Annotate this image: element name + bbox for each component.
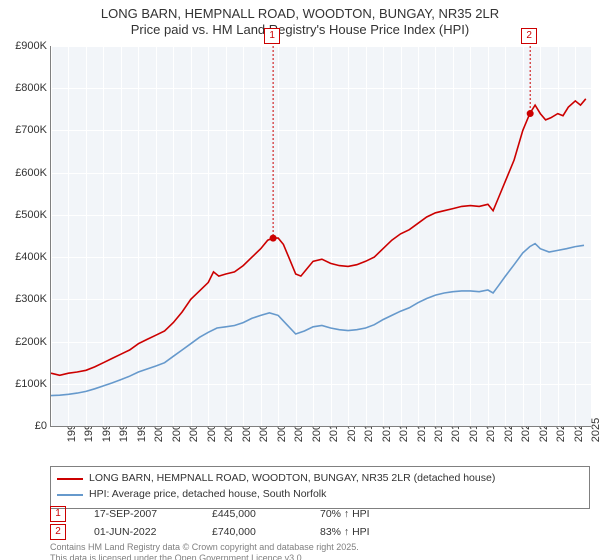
copyright-line-2: This data is licensed under the Open Gov… — [50, 553, 590, 560]
marker-dot-2 — [527, 110, 534, 117]
legend-swatch-2 — [57, 494, 83, 496]
event-row-2: 2 01-JUN-2022 £740,000 83% ↑ HPI — [50, 524, 590, 540]
chart-svg — [51, 46, 591, 426]
y-tick-label: £400K — [3, 251, 47, 263]
chart-container: LONG BARN, HEMPNALL ROAD, WOODTON, BUNGA… — [0, 0, 600, 560]
event-badge-2: 2 — [50, 524, 66, 540]
legend-text-2: HPI: Average price, detached house, Sout… — [89, 487, 326, 503]
y-tick-label: £300K — [3, 293, 47, 305]
y-tick-label: £200K — [3, 336, 47, 348]
event-row-1: 1 17-SEP-2007 £445,000 70% ↑ HPI — [50, 506, 590, 522]
y-tick-label: £900K — [3, 40, 47, 52]
title-line-2: Price paid vs. HM Land Registry's House … — [0, 22, 600, 38]
copyright-block: Contains HM Land Registry data © Crown c… — [50, 542, 590, 560]
series-price_paid — [51, 99, 586, 376]
marker-badge-1: 1 — [264, 28, 280, 44]
y-tick-label: £0 — [3, 420, 47, 432]
event-pct-1: 70% ↑ HPI — [320, 508, 370, 520]
event-pct-2: 83% ↑ HPI — [320, 526, 370, 538]
legend-swatch-1 — [57, 478, 83, 480]
legend-box: LONG BARN, HEMPNALL ROAD, WOODTON, BUNGA… — [50, 466, 590, 509]
chart-plot-area — [50, 46, 591, 427]
y-tick-label: £100K — [3, 378, 47, 390]
legend-text-1: LONG BARN, HEMPNALL ROAD, WOODTON, BUNGA… — [89, 471, 495, 487]
copyright-line-1: Contains HM Land Registry data © Crown c… — [50, 542, 590, 553]
y-tick-label: £800K — [3, 82, 47, 94]
y-tick-label: £700K — [3, 124, 47, 136]
event-badge-1: 1 — [50, 506, 66, 522]
marker-dot-1 — [270, 235, 277, 242]
event-date-1: 17-SEP-2007 — [94, 508, 184, 520]
title-block: LONG BARN, HEMPNALL ROAD, WOODTON, BUNGA… — [0, 6, 600, 39]
series-hpi — [51, 244, 584, 396]
legend-row-1: LONG BARN, HEMPNALL ROAD, WOODTON, BUNGA… — [57, 471, 583, 487]
legend-row-2: HPI: Average price, detached house, Sout… — [57, 487, 583, 503]
event-date-2: 01-JUN-2022 — [94, 526, 184, 538]
y-tick-label: £500K — [3, 209, 47, 221]
event-price-1: £445,000 — [212, 508, 292, 520]
marker-badge-2: 2 — [521, 28, 537, 44]
event-price-2: £740,000 — [212, 526, 292, 538]
y-tick-label: £600K — [3, 167, 47, 179]
title-line-1: LONG BARN, HEMPNALL ROAD, WOODTON, BUNGA… — [0, 6, 600, 22]
